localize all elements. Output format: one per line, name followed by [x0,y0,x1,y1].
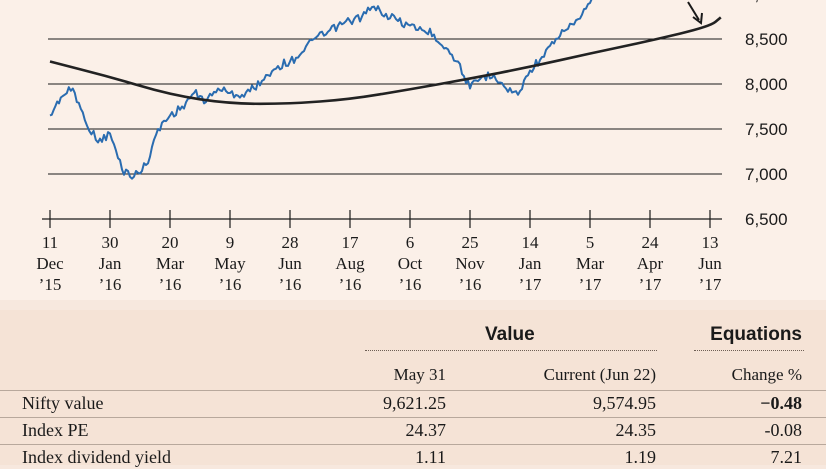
x-tick-label: 5 [586,233,595,252]
chart-panel: 6,500 7,000 7,500 8,000 8,500 9,000 11 Dec ’15 3… [36,0,788,294]
y-tick-label: 9,000 [745,0,788,4]
x-tick-label: Jan [519,254,542,273]
row-current-value: 9,574.95 [593,393,656,413]
valuation-table: Value Equations May 31 Current (Jun 22) … [0,310,826,467]
x-tick-label: Jan [99,254,122,273]
x-tick-label: May [214,254,246,273]
moving-average-line [49,16,722,106]
table-row: Nifty value 9,621.25 9,574.95 −0.48 [0,390,826,415]
x-tick-label: ’16 [459,275,482,294]
y-tick-label: 8,500 [745,30,788,49]
equations-header-rule [694,350,804,351]
x-tick-label: ’17 [639,275,662,294]
x-tick-label: ’16 [399,275,422,294]
value-header: Value [485,324,535,345]
row-label: Index PE [22,420,89,440]
x-tick-label: 11 [42,233,58,252]
row-change-value: 7.21 [770,447,803,467]
x-tick-label: Nov [455,254,485,273]
x-tick-label: Jun [278,254,302,273]
x-tick-label: ’16 [99,275,122,294]
x-tick-label: Jun [698,254,722,273]
x-tick-label: ’15 [39,275,62,294]
col-change: Change % [731,365,802,384]
x-tick-label: Mar [156,254,185,273]
x-tick-label: ’17 [579,275,602,294]
row-change-value: -0.08 [764,420,803,440]
x-tick-label: 6 [406,233,415,252]
nifty-line-chart: 6,500 7,000 7,500 8,000 8,500 9,000 11 Dec ’15 3… [36,0,788,294]
x-tick-label: 14 [522,233,540,252]
x-tick-label: 28 [282,233,299,252]
x-tick-label: 25 [462,233,479,252]
x-tick-label: ’16 [279,275,302,294]
x-tick-label: 24 [642,233,660,252]
x-tick-label: ’16 [219,275,242,294]
y-tick-label: 7,000 [745,165,788,184]
row-label: Index dividend yield [22,447,171,467]
x-tick-label: Mar [576,254,605,273]
x-tick-label: ’16 [159,275,182,294]
x-tick-label: 13 [702,233,719,252]
x-tick-label: Apr [637,254,664,273]
x-tick-label: 17 [342,233,360,252]
row-may-value: 1.11 [415,447,446,467]
table-row: Index dividend yield 1.11 1.19 7.21 [0,444,826,469]
y-tick-label: 6,500 [745,210,788,229]
row-may-value: 9,621.25 [383,393,446,413]
x-tick-label: 30 [102,233,119,252]
col-may-31: May 31 [393,365,446,384]
x-tick-label: Aug [335,254,365,273]
x-tick-label: ’17 [699,275,722,294]
x-tick-label: ’16 [339,275,362,294]
nifty-series-line [49,0,593,180]
table-row: Index PE 24.37 24.35 -0.08 [0,417,826,442]
equations-header: Equations [710,324,802,345]
col-current: Current (Jun 22) [543,365,656,384]
row-change-value: −0.48 [760,393,802,413]
row-current-value: 24.35 [615,420,657,440]
row-current-value: 1.19 [624,447,657,467]
x-tick-label: Dec [36,254,64,273]
x-tick-label: Oct [398,254,423,273]
x-tick-label: 9 [226,233,235,252]
y-tick-label: 8,000 [745,75,788,94]
x-tick-label: 20 [162,233,179,252]
value-header-rule [365,350,657,351]
annotation-arrow [687,1,703,25]
x-tick-label: ’17 [519,275,542,294]
row-label: Nifty value [22,393,104,413]
y-tick-label: 7,500 [745,120,788,139]
row-may-value: 24.37 [405,420,447,440]
